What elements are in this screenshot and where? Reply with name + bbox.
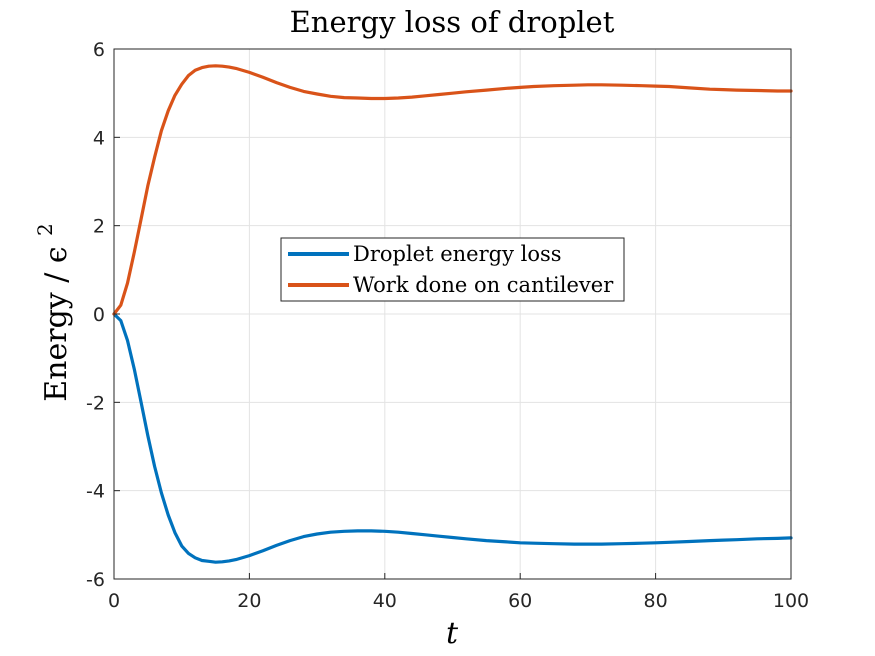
chart-title: Energy loss of droplet: [290, 5, 615, 39]
legend-box: [280, 237, 625, 302]
y-tick-label: -4: [86, 481, 105, 503]
y-axis-label-group: Energy / ϵ 2: [33, 223, 74, 401]
x-tick-label: 0: [108, 590, 120, 612]
series-lines: [112, 64, 793, 564]
axis-ticks: 0 20 40 60 80 100 -6 -4 -2 0 2 4 6: [86, 39, 809, 612]
series-line-0: [112, 312, 793, 564]
x-tick-label: 60: [508, 590, 532, 612]
y-axis-label-superscript: 2: [33, 223, 57, 236]
y-tick-label: 0: [93, 304, 105, 326]
x-tick-label: 40: [373, 590, 397, 612]
y-tick-label: 2: [93, 216, 105, 238]
grid-lines: [113, 48, 792, 580]
y-tick-label: -2: [86, 392, 105, 414]
x-tick-label: 20: [237, 590, 261, 612]
legend: Droplet energy loss Work done on cantile…: [280, 237, 625, 302]
y-axis-label: Energy / ϵ: [39, 246, 74, 401]
legend-label-droplet: Droplet energy loss: [353, 242, 562, 266]
legend-label-work: Work done on cantilever: [353, 273, 614, 297]
x-tick-label: 80: [644, 590, 668, 612]
x-tick-label: 100: [773, 590, 809, 612]
y-tick-label: 6: [93, 39, 105, 61]
y-tick-label: -6: [86, 569, 105, 591]
series-line-1: [112, 64, 793, 316]
y-tick-label: 4: [93, 127, 105, 149]
x-axis-label: t: [446, 616, 459, 651]
